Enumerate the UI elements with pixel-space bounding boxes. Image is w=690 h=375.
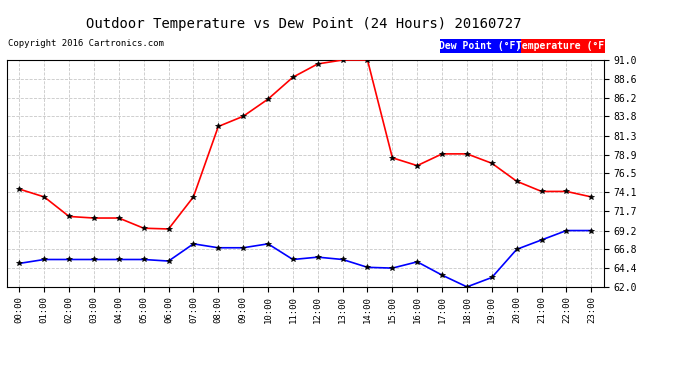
Text: Dew Point (°F): Dew Point (°F) [440,41,522,51]
Text: Temperature (°F): Temperature (°F) [516,41,610,51]
Text: Outdoor Temperature vs Dew Point (24 Hours) 20160727: Outdoor Temperature vs Dew Point (24 Hou… [86,17,522,31]
Text: Copyright 2016 Cartronics.com: Copyright 2016 Cartronics.com [8,39,164,48]
